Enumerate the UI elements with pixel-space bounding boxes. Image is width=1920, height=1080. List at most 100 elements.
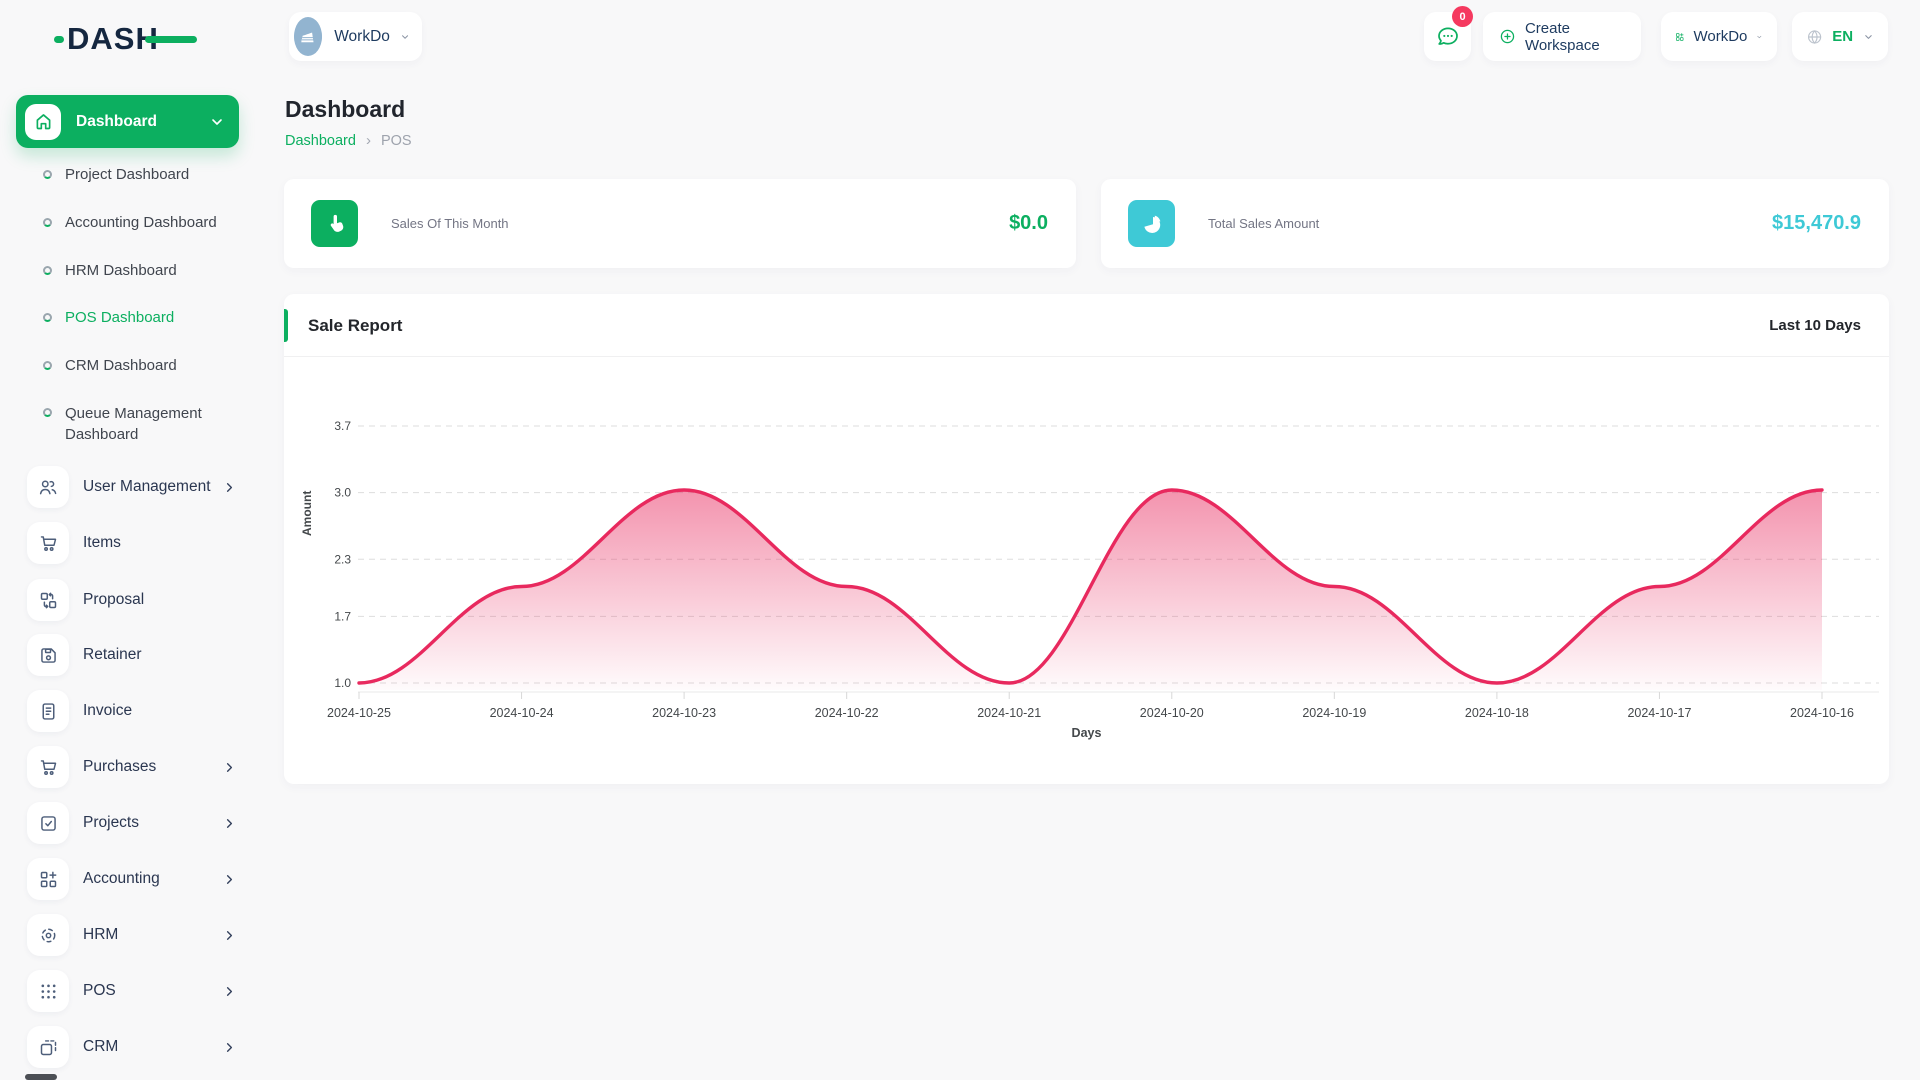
svg-text:2024-10-22: 2024-10-22	[815, 706, 879, 720]
sidebar-item-label: Proposal	[83, 591, 145, 608]
stat-card-total-sales: Total Sales Amount $15,470.9	[1101, 179, 1889, 268]
sidebar-item-user-management[interactable]: User Management	[27, 466, 239, 508]
home-icon	[25, 103, 61, 140]
dash-logo: DASH	[54, 20, 197, 58]
chevron-right-icon	[222, 1040, 237, 1055]
sidebar-item-label: User Management	[83, 478, 211, 495]
svg-text:2024-10-23: 2024-10-23	[652, 706, 716, 720]
breadcrumb: Dashboard › POS	[285, 132, 412, 149]
hand-pointer-icon	[311, 200, 358, 247]
sale-report-card: Sale Report Last 10 Days Amount 1.0 1.7 2.…	[284, 294, 1889, 784]
chevron-right-icon	[222, 872, 237, 887]
sidebar-item-pos-dashboard[interactable]: POS Dashboard	[43, 307, 243, 328]
breadcrumb-separator-icon: ›	[365, 132, 371, 149]
grid-plus-icon	[27, 858, 69, 900]
sidebar-item-label: Purchases	[83, 758, 157, 775]
users-icon	[27, 466, 69, 508]
floppy-icon	[27, 634, 69, 676]
svg-text:3.0: 3.0	[334, 486, 351, 500]
report-period-label: Last 10 Days	[1769, 317, 1861, 334]
svg-text:3.7: 3.7	[334, 419, 351, 433]
check-square-icon	[27, 802, 69, 844]
stat-value: $15,470.9	[1772, 212, 1861, 234]
report-accent-bar	[284, 309, 288, 342]
svg-text:2024-10-19: 2024-10-19	[1302, 706, 1366, 720]
svg-text:2024-10-20: 2024-10-20	[1140, 706, 1204, 720]
language-selector[interactable]: EN	[1792, 12, 1888, 61]
target-icon	[27, 914, 69, 956]
svg-text:2024-10-24: 2024-10-24	[490, 706, 554, 720]
chevron-right-icon	[222, 928, 237, 943]
stat-value: $0.0	[1009, 212, 1048, 234]
logo-text: DASH	[67, 21, 159, 56]
sidebar-item-label: Invoice	[83, 702, 133, 719]
sidebar-item-label: HRM	[83, 926, 119, 943]
bullet-icon	[43, 170, 52, 179]
create-workspace-label: Create Workspace	[1524, 19, 1600, 54]
sidebar-item-crm-dashboard[interactable]: CRM Dashboard	[43, 355, 243, 376]
sidebar-item-label: POS	[83, 982, 116, 999]
chevron-right-icon	[222, 760, 237, 775]
sidebar-item-label: Items	[83, 534, 121, 551]
sidebar-item-items[interactable]: Items	[27, 522, 239, 564]
sidebar-item-label: Dashboard	[76, 112, 157, 130]
sidebar-item-label: Accounting	[83, 870, 160, 887]
sidebar-item-hrm-dashboard[interactable]: HRM Dashboard	[43, 260, 243, 281]
sidebar-item-accounting-dashboard[interactable]: Accounting Dashboard	[43, 212, 243, 233]
sidebar-item-label: Project Dashboard	[65, 166, 190, 183]
svg-text:1.0: 1.0	[334, 676, 351, 690]
sidebar-scrollbar[interactable]	[25, 1074, 57, 1080]
svg-text:2024-10-18: 2024-10-18	[1465, 706, 1529, 720]
pie-chart-icon	[1128, 200, 1175, 247]
svg-text:2024-10-25: 2024-10-25	[327, 706, 391, 720]
sidebar-item-retainer[interactable]: Retainer	[27, 634, 239, 676]
create-workspace-button[interactable]: Create Workspace	[1483, 12, 1641, 61]
stat-label: Total Sales Amount	[1208, 216, 1320, 231]
document-icon	[27, 690, 69, 732]
language-code: EN	[1832, 28, 1854, 45]
breadcrumb-dashboard-link[interactable]: Dashboard	[285, 132, 356, 149]
workspace-name: WorkDo	[334, 27, 390, 45]
sidebar-item-label: Queue Management Dashboard	[65, 405, 202, 443]
plus-circle-icon	[1500, 29, 1515, 44]
svg-text:2024-10-17: 2024-10-17	[1627, 706, 1691, 720]
stat-card-sales-of-month: Sales Of This Month $0.0	[284, 179, 1076, 268]
sidebar-item-pos[interactable]: POS	[27, 970, 239, 1012]
sidebar-item-label: Projects	[83, 814, 139, 831]
chevron-down-icon	[1865, 34, 1872, 39]
messages-button[interactable]: 0	[1424, 6, 1473, 61]
chat-icon	[1437, 26, 1458, 45]
cart-icon	[27, 746, 69, 788]
sale-report-chart[interactable]: 1.0 1.7 2.3 3.0 3.7 2024-10-25 2024-10-24 2024-…	[312, 410, 1889, 740]
sidebar-item-accounting[interactable]: Accounting	[27, 858, 239, 900]
sidebar-item-project-dashboard[interactable]: Project Dashboard	[43, 164, 243, 185]
sidebar-item-label: CRM Dashboard	[65, 357, 177, 374]
sidebar-item-crm[interactable]: CRM	[27, 1026, 239, 1068]
page-title: Dashboard	[285, 96, 406, 122]
layers-icon	[27, 1026, 69, 1068]
sidebar-item-queue-management-dashboard[interactable]: Queue Management Dashboard	[43, 403, 243, 445]
workspace-switcher[interactable]: WorkDo	[289, 12, 422, 61]
sidebar-item-proposal[interactable]: Proposal	[27, 579, 239, 621]
chevron-down-icon	[209, 114, 225, 130]
bullet-icon	[43, 408, 52, 417]
dots-grid-icon	[27, 970, 69, 1012]
globe-icon	[1808, 29, 1822, 44]
sidebar-item-invoice[interactable]: Invoice	[27, 690, 239, 732]
workspace-menu-label: WorkDo	[1693, 28, 1748, 45]
sidebar-item-hrm[interactable]: HRM	[27, 914, 239, 956]
sidebar-item-purchases[interactable]: Purchases	[27, 746, 239, 788]
chevron-right-icon	[222, 480, 237, 495]
logo-dot-accent	[54, 36, 64, 43]
grid-plus-icon	[1676, 32, 1684, 41]
stat-label: Sales Of This Month	[391, 216, 509, 231]
bullet-icon	[43, 218, 52, 227]
messages-count-badge: 0	[1452, 6, 1473, 27]
logo-dash-accent	[145, 36, 197, 43]
sidebar-item-label: Retainer	[83, 646, 142, 663]
workspace-menu-button[interactable]: WorkDo	[1661, 12, 1777, 61]
svg-text:1.7: 1.7	[334, 609, 351, 623]
bullet-icon	[43, 361, 52, 370]
sidebar-item-dashboard[interactable]: Dashboard	[16, 95, 239, 148]
sidebar-item-projects[interactable]: Projects	[27, 802, 239, 844]
